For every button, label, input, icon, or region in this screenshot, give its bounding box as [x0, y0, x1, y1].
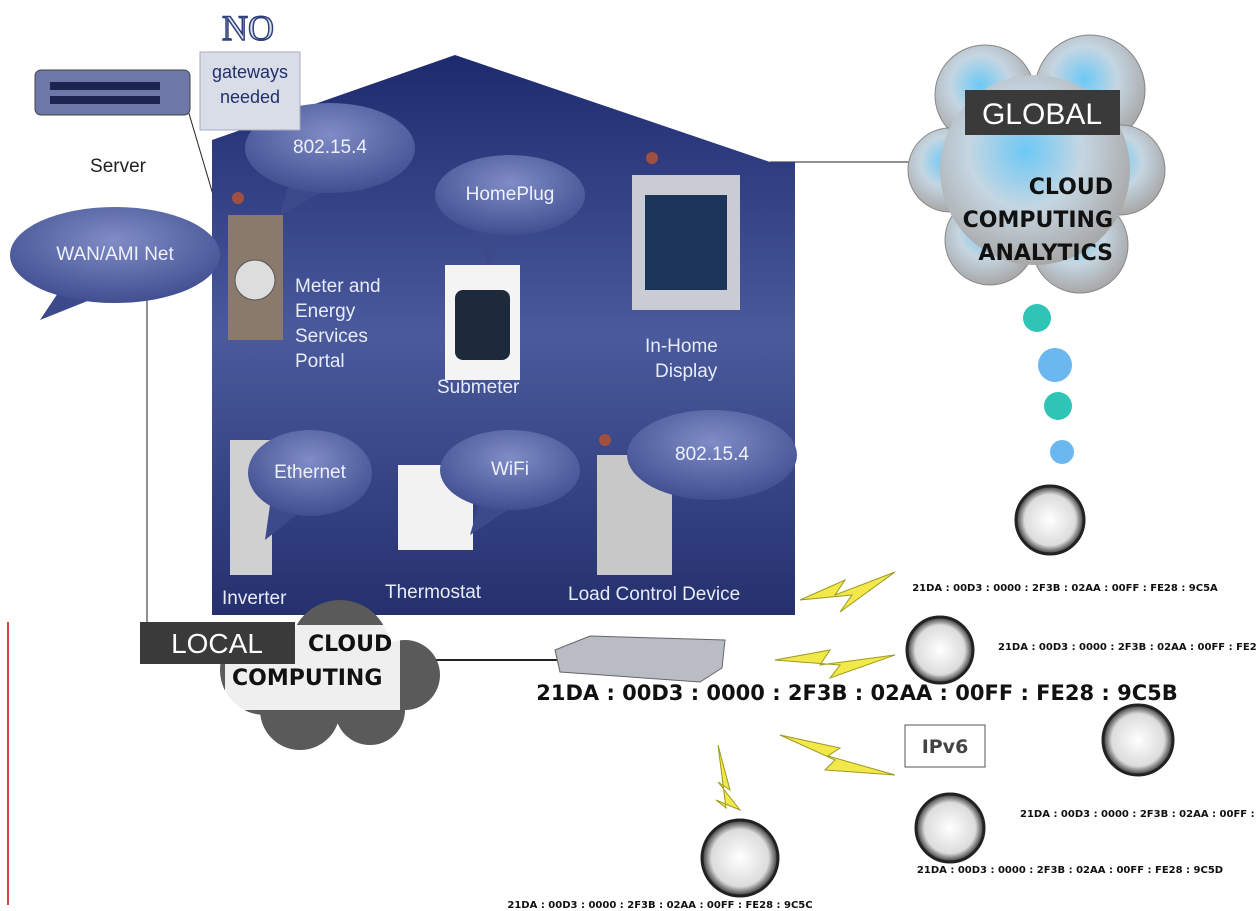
page: IPv6 smart home network { "gateway_note"…: [0, 0, 1257, 911]
device-label: Thermostat: [385, 582, 482, 603]
server-device: [35, 70, 190, 115]
thought-dot: [1038, 348, 1072, 382]
meter-address: 21DA : 00D3 : 0000 : 2F3B : 02AA : 00FF …: [998, 642, 1257, 653]
bubble-label: 802.15.4: [293, 137, 367, 158]
antenna: [646, 152, 658, 164]
bubble-label: WiFi: [491, 459, 529, 480]
lightning: [775, 650, 895, 678]
device-label: Inverter: [222, 588, 287, 609]
note-line: needed: [220, 87, 280, 107]
meter: [1016, 486, 1084, 554]
global-line: COMPUTING: [963, 208, 1113, 233]
diagram: Server WAN/AMI Net 802.15.4 HomePlug Eth…: [0, 0, 1257, 911]
server-ports: [50, 82, 160, 90]
global-line: ANALYTICS: [978, 241, 1113, 266]
lightning: [716, 745, 740, 810]
device-label: Energy: [295, 301, 356, 322]
device-label: Portal: [295, 351, 345, 372]
device-label: Display: [655, 361, 718, 382]
antenna: [232, 192, 244, 204]
meter: [916, 794, 984, 862]
meter-photo: [235, 260, 275, 300]
local-line: CLOUD: [308, 632, 392, 657]
note-headline: NO: [222, 8, 274, 48]
thought-dot: [1050, 440, 1074, 464]
display-photo: [645, 195, 727, 290]
global-badge-text: GLOBAL: [982, 98, 1102, 131]
lightning: [800, 572, 895, 612]
meter-address: 21DA : 00D3 : 0000 : 2F3B : 02AA : 00FF …: [917, 865, 1223, 876]
thought-dot: [1023, 304, 1051, 332]
lightning: [780, 735, 895, 775]
meter: [907, 617, 973, 683]
meter-address: 21DA : 00D3 : 0000 : 2F3B : 02AA : 00FF …: [1020, 809, 1255, 820]
antenna: [599, 434, 611, 446]
device-label: Load Control Device: [568, 584, 740, 605]
thought-dot: [1044, 392, 1072, 420]
note-line: gateways: [212, 62, 288, 82]
meter: [702, 820, 778, 896]
protocol-label: IPv6: [922, 736, 969, 758]
device-label: Submeter: [437, 377, 520, 398]
local-line: COMPUTING: [232, 666, 382, 691]
global-line: CLOUD: [1029, 175, 1113, 200]
router-address: 21DA : 00D3 : 0000 : 2F3B : 02AA : 00FF …: [536, 681, 1178, 705]
bubble-label: HomePlug: [466, 184, 555, 205]
bubble-label: Ethernet: [274, 462, 347, 483]
submeter-photo: [455, 290, 510, 360]
server-label: Server: [90, 156, 147, 177]
bubble-label: WAN/AMI Net: [56, 244, 174, 265]
device-label: Services: [295, 326, 368, 347]
local-badge-text: LOCAL: [171, 628, 263, 659]
meter-address: 21DA : 00D3 : 0000 : 2F3B : 02AA : 00FF …: [507, 900, 812, 911]
bubble-label: 802.15.4: [675, 444, 749, 465]
body: Server WAN/AMI Net 802.15.4 HomePlug Eth…: [0, 0, 1257, 911]
server-ports: [50, 96, 160, 104]
device-label: In-Home: [645, 336, 718, 357]
device-label: Meter and: [295, 276, 381, 297]
meter-address: 21DA : 00D3 : 0000 : 2F3B : 02AA : 00FF …: [912, 583, 1218, 594]
meter: [1103, 705, 1173, 775]
router: [555, 636, 725, 682]
